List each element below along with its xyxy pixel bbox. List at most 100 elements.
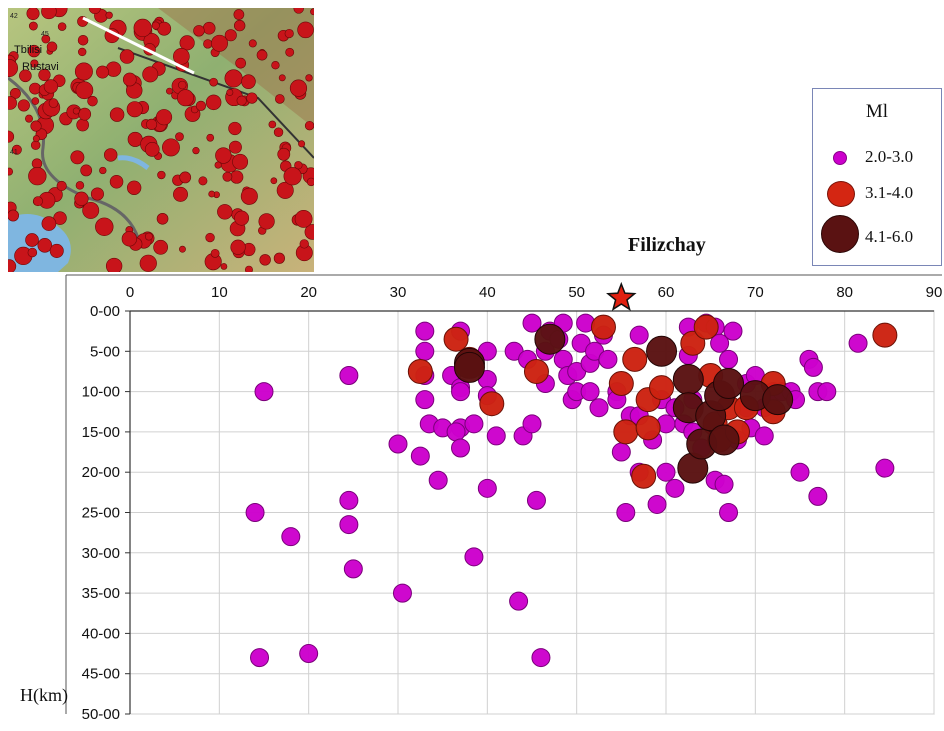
earthquake-point [415,365,435,385]
earthquake-point [736,374,756,394]
earthquake-point [477,341,497,361]
earthquake-point [464,547,484,567]
map-earthquake-marker [96,65,109,79]
map-earthquake-marker [278,74,286,82]
earthquake-point [643,430,663,450]
y-tick-label: 20-00 [82,464,120,481]
earthquake-point [665,398,685,418]
earthquake-point [339,515,359,535]
earthquake-point [705,317,725,337]
map-earthquake-marker [74,62,93,81]
map-earthquake-marker [224,69,243,88]
map-earthquake-marker [304,120,314,131]
map-border [8,76,140,239]
legend-item: 4.1-6.0 [813,215,941,253]
star-icon [606,281,637,311]
map-earthquake-marker [32,135,40,143]
earthquake-point [453,351,485,383]
earthquake-point [415,341,435,361]
map-earthquake-marker [78,47,87,57]
map-earthquake-marker [41,8,57,20]
map-earthquake-marker [162,138,180,157]
earthquake-point [678,317,698,337]
plot-area [129,310,935,715]
earthquake-point [716,395,742,421]
map-earthquake-marker [48,98,59,108]
earthquake-point [553,313,573,333]
earthquake-point [799,349,819,369]
map-earthquake-marker [8,167,14,176]
y-axis-label: H(km) [20,685,68,705]
filizchay-marker [606,281,637,311]
x-tick-label: 70 [747,284,764,301]
earthquake-point [635,415,661,441]
map-earthquake-marker [19,69,32,83]
earthquake-point [451,418,471,438]
earthquake-point [526,490,546,510]
map-earthquake-marker [8,259,17,272]
map-earthquake-marker [31,97,40,105]
earthquake-point [509,591,529,611]
x-tick-label: 50 [568,284,585,301]
legend-label: 3.1-4.0 [865,183,914,202]
earthquake-point [739,380,771,412]
map-earthquake-marker [232,153,249,170]
map-earthquake-marker [205,232,215,243]
map-grid-label: 42 [10,13,18,20]
earthquake-point [451,321,471,341]
legend-item: 2.0-3.0 [813,143,941,173]
earthquake-point [733,395,759,421]
map-earthquake-marker [228,121,242,136]
map-earthquake-marker [179,35,195,51]
earthquake-point [477,370,497,390]
x-tick-label: 90 [926,284,943,301]
legend-symbol-small [833,151,847,165]
map-earthquake-marker [27,44,41,58]
earthquake-point [410,446,430,466]
map-earthquake-marker [235,57,247,69]
earthquake-point [872,322,898,348]
map-earthquake-marker [151,21,160,30]
map-earthquake-marker [156,212,169,225]
earthquake-point [698,362,724,388]
earthquake-point [848,333,868,353]
map-earthquake-marker [30,59,39,68]
y-tick-label: 45-00 [82,666,120,683]
map-earthquake-marker [77,16,88,27]
filizchay-title: Filizchay [628,234,706,256]
map-earthquake-marker [233,19,246,32]
map-earthquake-marker [155,109,173,126]
earthquake-point [477,478,497,498]
earthquake-point [558,365,578,385]
earthquake-point [553,349,573,369]
earthquake-point [629,406,649,426]
map-earthquake-marker [268,120,277,129]
map-earthquake-marker [205,94,222,111]
y-tick-label: 50-00 [82,706,120,723]
map-earthquake-marker [146,118,158,130]
map-earthquake-marker [198,176,208,186]
earthquake-point [665,478,685,498]
earthquake-point [763,382,783,402]
earthquake-point [456,346,482,372]
map-earthquake-marker [8,96,17,110]
earthquake-point [611,442,631,462]
earthquake-point [451,378,471,398]
earthquake-point [713,368,745,400]
earthquake-point [635,387,661,413]
map-earthquake-marker [203,39,213,49]
x-tick-label: 80 [836,284,853,301]
map-earthquake-marker [173,48,190,65]
earthquake-point [790,462,810,482]
map-earthquake-marker [256,49,268,61]
map-label-tbilisi: Tbilisi [14,44,42,56]
map-earthquake-marker [283,167,302,186]
earthquake-point [549,329,569,349]
map-earthquake-marker [105,257,123,272]
map-earthquake-marker [217,204,233,220]
earthquake-point [693,314,719,340]
earthquake-point [616,503,636,522]
earthquake-point [567,382,587,402]
legend-item: 3.1-4.0 [813,179,941,209]
map-earthquake-marker [41,216,57,231]
